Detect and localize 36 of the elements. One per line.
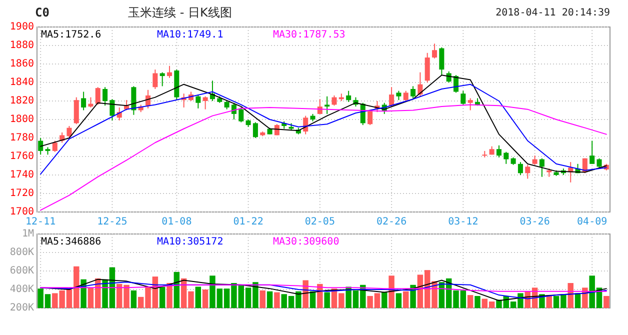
text: C0 <box>35 5 50 20</box>
x-tick-label: 02-05 <box>304 216 335 228</box>
chart-title: 玉米连续 - 日K线图 <box>128 5 232 20</box>
y-tick-label: 1840 <box>10 77 34 88</box>
text: 2018-04-11 20:14:39 <box>496 8 610 19</box>
y-tick-label: 1900 <box>10 22 34 33</box>
y-tick-label: 200K <box>10 302 34 314</box>
x-tick-label: 01-22 <box>233 216 264 228</box>
y-tick-label: 1800 <box>10 114 34 126</box>
x-tick-label: 03-26 <box>520 216 550 228</box>
x-tick-label: 03-12 <box>448 216 478 228</box>
x-tick-label: 01-08 <box>162 216 192 228</box>
text: MA5:346886 <box>41 236 102 248</box>
line-series <box>40 104 607 211</box>
text: MA30:1787.53 <box>273 30 346 41</box>
text: MA10:1749.1 <box>157 30 224 41</box>
y-tick-label: 1700 <box>10 206 34 218</box>
y-tick-label: 1M <box>22 228 34 240</box>
y-tick-label: 1720 <box>10 188 34 200</box>
y-tick-label: 1860 <box>10 58 34 70</box>
y-tick-label: 400K <box>10 284 34 296</box>
x-tick-label: 12-11 <box>26 216 56 228</box>
y-tick-label: 800K <box>10 247 34 258</box>
y-tick-label: 1820 <box>10 96 34 107</box>
x-tick-label: 02-26 <box>376 216 407 228</box>
text: MA30:309600 <box>273 236 340 248</box>
text: MA10:305172 <box>157 236 224 248</box>
y-tick-label: 1760 <box>10 151 34 162</box>
y-tick-label: 1780 <box>10 132 34 144</box>
line-series <box>40 284 607 292</box>
y-tick-label: 600K <box>10 266 34 277</box>
y-tick-label: 1740 <box>10 170 34 181</box>
y-tick-label: 1880 <box>10 40 34 52</box>
x-tick-label: 04-09 <box>577 216 608 228</box>
x-tick-label: 12-25 <box>97 216 128 228</box>
text: MA5:1752.6 <box>41 30 102 41</box>
